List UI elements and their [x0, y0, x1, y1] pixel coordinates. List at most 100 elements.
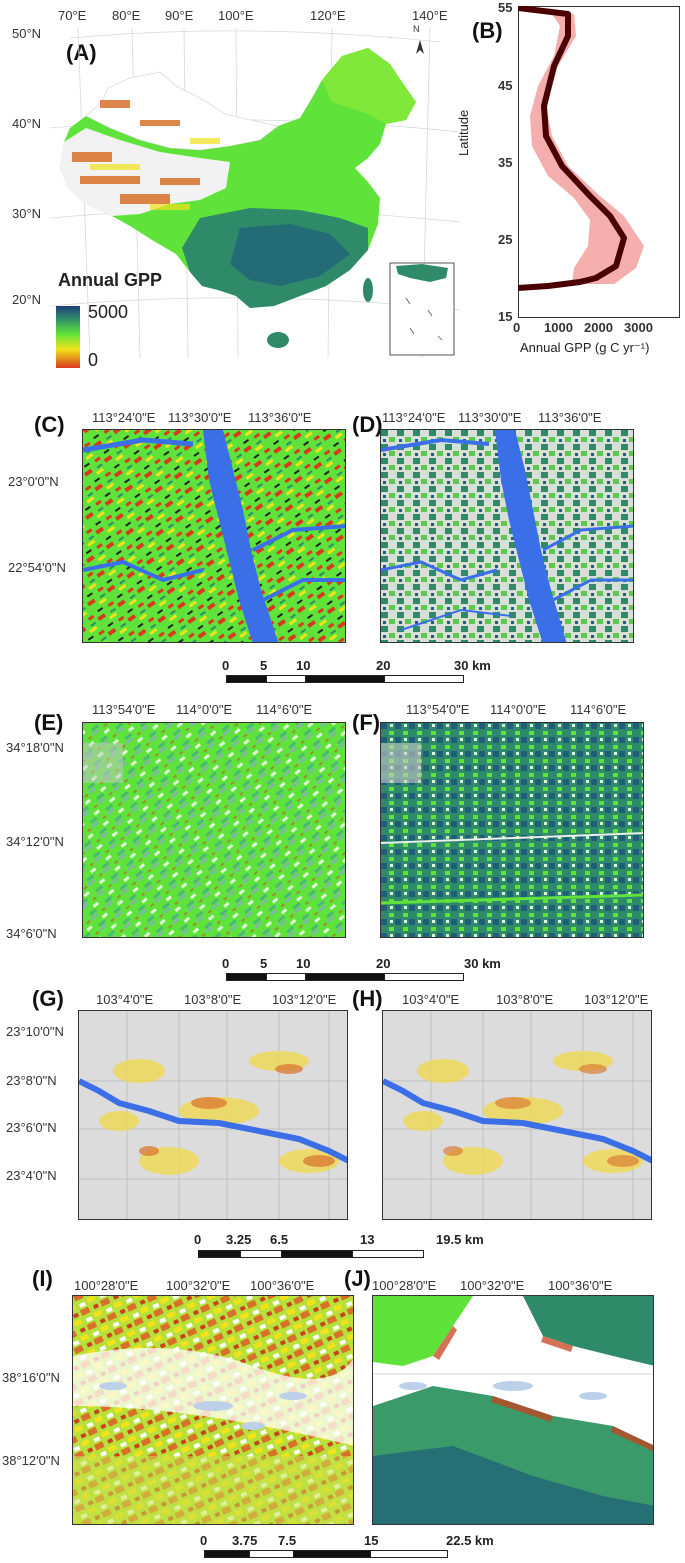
- scale-1-label: 10: [296, 658, 311, 673]
- panel-d-lon-tick: 113°30'0"E: [458, 410, 522, 425]
- panel-b-xtick: 3000: [624, 320, 653, 335]
- scale-3-label: 19.5 km: [436, 1232, 484, 1247]
- scale-4-label: 7.5: [278, 1533, 297, 1548]
- panel-j-lon-tick: 100°28'0"E: [372, 1278, 437, 1293]
- scale-4-label: 0: [200, 1533, 208, 1548]
- panel-g-map: [78, 1010, 348, 1220]
- panel-c-map: [82, 429, 346, 643]
- panel-b-ylabel: Latitude: [456, 109, 471, 156]
- panel-e-lon-tick: 114°6'0"E: [256, 702, 313, 717]
- panel-e-lat-tick: 34°12'0"N: [6, 834, 64, 849]
- scale-1-label: 20: [376, 658, 391, 673]
- panel-i-lon-tick: 100°32'0"E: [166, 1278, 231, 1293]
- panel-b-ytick: 35: [498, 155, 513, 170]
- panel-j-map: [372, 1295, 654, 1525]
- panel-c-lat-tick: 22°54'0"N: [8, 560, 66, 575]
- panel-h-lon-tick: 103°8'0"E: [496, 992, 554, 1007]
- panel-g-label: (G): [32, 986, 64, 1011]
- panel-b-xlabel: Annual GPP (g C yr⁻¹): [520, 340, 650, 355]
- panel-a-tick-lon: 70°E: [58, 8, 87, 23]
- scale-2-label: 5: [260, 956, 268, 971]
- panel-c-label: (C): [34, 412, 65, 437]
- panel-f-lon-tick: 113°54'0"E: [406, 702, 470, 717]
- scale-4-label: 22.5 km: [446, 1533, 494, 1548]
- panel-i-label: (I): [32, 1266, 53, 1291]
- panel-h-lon-tick: 103°12'0"E: [584, 992, 649, 1007]
- scale-4-label: 3.75: [232, 1533, 258, 1548]
- gpp-colorbar: [56, 306, 80, 368]
- panel-b-xtick: 0: [513, 320, 521, 335]
- china-gpp-map: [50, 28, 460, 358]
- panel-a-tick-lat: 30°N: [12, 206, 42, 221]
- scale-bar-1: [226, 675, 464, 683]
- panel-d-map: [380, 429, 634, 643]
- scale-bar-3: [198, 1250, 424, 1258]
- gpp-legend-title: Annual GPP: [58, 270, 163, 290]
- panel-g-lat-tick: 23°6'0"N: [6, 1120, 57, 1135]
- panel-c-lat-tick: 23°0'0"N: [8, 474, 59, 489]
- scale-3-label: 13: [360, 1232, 375, 1247]
- panel-e-label: (E): [34, 710, 64, 735]
- taiwan-island: [363, 278, 373, 302]
- panel-j-label: (J): [344, 1266, 371, 1291]
- panel-b-ytick: 25: [498, 232, 513, 247]
- panel-e-lon-tick: 113°54'0"E: [92, 702, 156, 717]
- gpp-uncertainty-ribbon: [530, 8, 644, 284]
- scale-2-label: 0: [222, 956, 230, 971]
- panel-i-lon-tick: 100°28'0"E: [74, 1278, 139, 1293]
- red-river: [79, 1078, 347, 1164]
- panel-c-lon-tick: 113°24'0"E: [92, 410, 156, 425]
- panel-b-ytick: 45: [498, 78, 513, 93]
- panel-g-lon-tick: 103°8'0"E: [184, 992, 242, 1007]
- panel-d-lon-tick: 113°36'0"E: [538, 410, 602, 425]
- panel-g-lat-tick: 23°8'0"N: [6, 1073, 57, 1088]
- panel-b-ytick: 15: [498, 309, 513, 324]
- panel-a-label: (A): [66, 40, 97, 65]
- panel-a-tick-lon: 90°E: [165, 8, 194, 23]
- panel-f-label: (F): [352, 710, 381, 735]
- north-arrow-label: N: [413, 24, 420, 34]
- panel-e-lat-tick: 34°6'0"N: [6, 926, 57, 941]
- gpp-mean-line: [518, 6, 627, 291]
- panel-b-ytick: 55: [498, 0, 513, 15]
- panel-f-map: [380, 722, 644, 938]
- panel-i-map: [72, 1295, 354, 1525]
- panel-b-xtick: 2000: [584, 320, 613, 335]
- panel-a-tick-lon: 80°E: [112, 8, 141, 23]
- panel-b-label: (B): [472, 18, 503, 43]
- panel-h-label: (H): [352, 986, 383, 1011]
- latitude-gpp-profile: [518, 6, 680, 318]
- panel-g-lat-tick: 23°4'0"N: [6, 1168, 57, 1183]
- panel-g-lon-tick: 103°12'0"E: [272, 992, 337, 1007]
- panel-a-tick-lat: 20°N: [12, 292, 42, 307]
- panel-i-lat-tick: 38°12'0"N: [2, 1453, 60, 1468]
- panel-e-lon-tick: 114°0'0"E: [176, 702, 233, 717]
- panel-h-map: [382, 1010, 652, 1220]
- panel-a-tick-lon: 120°E: [310, 8, 346, 23]
- scale-bar-4: [204, 1550, 448, 1558]
- hainan-island: [267, 332, 289, 348]
- scale-3-label: 6.5: [270, 1232, 289, 1247]
- panel-d-lon-tick: 113°24'0"E: [382, 410, 446, 425]
- panel-j-lon-tick: 100°36'0"E: [548, 1278, 613, 1293]
- north-arrow-icon: [416, 40, 424, 54]
- panel-h-lon-tick: 103°4'0"E: [402, 992, 460, 1007]
- gpp-legend-max: 5000: [88, 302, 129, 322]
- scale-1-label: 0: [222, 658, 230, 673]
- scale-2-label: 10: [296, 956, 311, 971]
- panel-a-tick-lat: 40°N: [12, 116, 42, 131]
- panel-g-lat-tick: 23°10'0"N: [6, 1024, 64, 1039]
- panel-i-lon-tick: 100°36'0"E: [250, 1278, 315, 1293]
- panel-c-lon-tick: 113°30'0"E: [168, 410, 232, 425]
- panel-a-tick-lon: 140°E: [412, 8, 448, 23]
- panel-a-tick-lon: 100°E: [218, 8, 254, 23]
- panel-c-lon-tick: 113°36'0"E: [248, 410, 312, 425]
- gpp-legend-min: 0: [88, 350, 99, 370]
- panel-e-map: [82, 722, 346, 938]
- scale-3-label: 3.25: [226, 1232, 252, 1247]
- panel-f-lon-tick: 114°6'0"E: [570, 702, 627, 717]
- scale-2-label: 30 km: [464, 956, 501, 971]
- panel-f-lon-tick: 114°0'0"E: [490, 702, 547, 717]
- panel-j-lon-tick: 100°32'0"E: [460, 1278, 525, 1293]
- panel-i-lat-tick: 38°16'0"N: [2, 1370, 60, 1385]
